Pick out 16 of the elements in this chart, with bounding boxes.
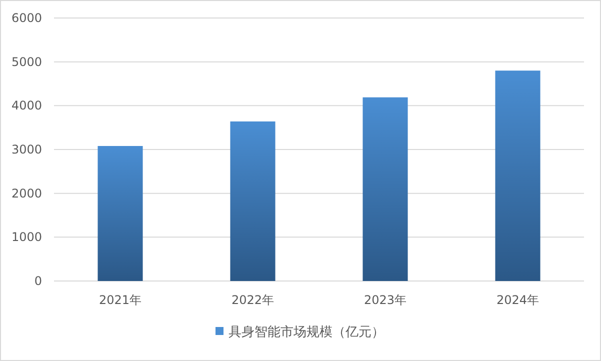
y-tick-label: 1000 [11, 230, 42, 244]
legend-label: 具身智能市场规模（亿元） [228, 325, 384, 340]
x-tick-label: 2023年 [364, 293, 407, 307]
y-tick-label: 5000 [11, 54, 42, 69]
bar [98, 146, 143, 281]
bar [362, 97, 408, 281]
y-tick-label: 2000 [11, 186, 42, 200]
y-tick-label: 6000 [11, 11, 42, 25]
y-tick-label: 0 [34, 274, 42, 288]
y-tick-label: 4000 [11, 98, 42, 113]
x-tick-label: 2022年 [231, 293, 274, 307]
x-tick-label: 2024年 [496, 293, 540, 307]
x-tick-label: 2021年 [98, 293, 142, 307]
bar [495, 70, 540, 281]
bar [230, 121, 276, 281]
y-tick-label: 3000 [11, 142, 42, 156]
